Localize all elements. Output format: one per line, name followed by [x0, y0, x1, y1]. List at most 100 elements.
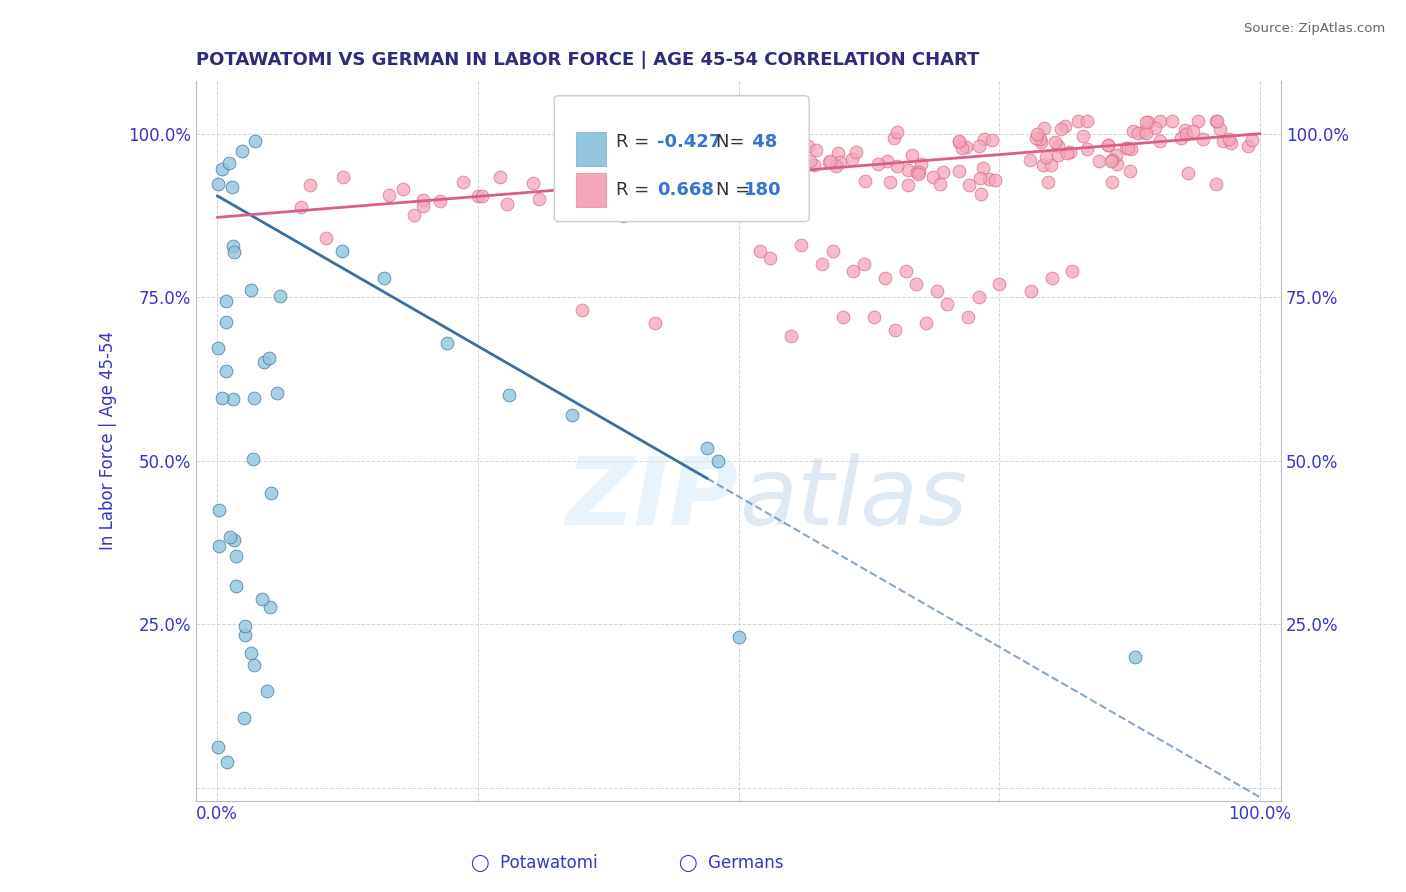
Point	[737, 159, 759, 173]
Point	[928, 178, 950, 192]
Point	[1101, 153, 1123, 168]
Point	[818, 153, 841, 168]
Point	[1105, 157, 1128, 171]
Point	[489, 170, 512, 185]
Point	[1026, 128, 1049, 142]
Point	[967, 290, 990, 304]
Point	[1088, 154, 1111, 169]
Point	[853, 174, 876, 188]
Point	[373, 270, 395, 285]
Point	[522, 176, 544, 190]
Point	[672, 183, 695, 197]
Point	[233, 711, 256, 725]
Point	[208, 539, 231, 553]
Point	[571, 303, 593, 318]
Point	[1067, 113, 1090, 128]
Point	[936, 296, 959, 310]
Point	[225, 549, 247, 563]
Point	[734, 183, 756, 197]
Text: N=: N=	[716, 133, 751, 151]
Text: R =: R =	[616, 181, 661, 199]
Point	[1032, 158, 1054, 172]
Point	[218, 530, 240, 544]
Point	[886, 159, 908, 173]
Point	[1177, 166, 1199, 180]
Point	[1019, 153, 1042, 167]
Point	[595, 189, 617, 203]
Point	[733, 169, 755, 183]
Point	[734, 189, 756, 203]
Point	[576, 205, 599, 219]
Point	[260, 485, 283, 500]
Point	[863, 310, 886, 324]
Text: POTAWATOMI VS GERMAN IN LABOR FORCE | AGE 45-54 CORRELATION CHART: POTAWATOMI VS GERMAN IN LABOR FORCE | AG…	[197, 51, 980, 69]
Point	[873, 270, 896, 285]
FancyBboxPatch shape	[554, 95, 808, 221]
Text: Source: ZipAtlas.com: Source: ZipAtlas.com	[1244, 22, 1385, 36]
Point	[817, 154, 839, 169]
Point	[827, 145, 849, 160]
Point	[1099, 153, 1122, 168]
Text: ◯  Germans: ◯ Germans	[679, 855, 783, 872]
Point	[619, 175, 641, 189]
Point	[218, 156, 240, 170]
Point	[1032, 120, 1054, 135]
Point	[392, 181, 415, 195]
Point	[915, 316, 938, 330]
Point	[977, 171, 1000, 186]
Point	[932, 165, 955, 179]
Text: N =: N =	[716, 181, 751, 199]
Point	[1101, 175, 1123, 189]
Point	[215, 364, 238, 378]
Point	[673, 163, 696, 178]
Point	[217, 755, 239, 769]
Point	[897, 178, 920, 193]
Text: ZIP: ZIP	[565, 452, 738, 544]
Point	[253, 355, 276, 369]
Point	[1047, 139, 1070, 153]
Point	[266, 385, 288, 400]
Point	[207, 341, 229, 355]
Point	[749, 170, 772, 185]
Point	[1143, 121, 1166, 136]
Point	[695, 178, 717, 192]
Point	[644, 316, 666, 330]
Point	[825, 159, 848, 173]
Point	[269, 289, 291, 303]
Point	[1205, 113, 1227, 128]
Point	[243, 134, 266, 148]
Point	[1035, 150, 1057, 164]
Point	[661, 167, 683, 181]
Point	[1097, 138, 1119, 153]
Point	[1025, 130, 1047, 145]
Point	[723, 192, 745, 206]
Point	[332, 169, 354, 184]
Point	[1105, 147, 1128, 161]
Point	[832, 310, 855, 324]
Point	[451, 175, 474, 189]
Point	[567, 176, 589, 190]
Point	[841, 152, 863, 166]
Point	[1121, 142, 1143, 156]
Point	[412, 199, 434, 213]
Point	[257, 351, 280, 366]
Point	[842, 264, 865, 278]
Point	[211, 161, 233, 176]
Point	[561, 408, 583, 422]
Point	[1187, 113, 1209, 128]
Text: atlas: atlas	[738, 453, 967, 544]
Point	[222, 245, 245, 260]
Point	[894, 264, 917, 278]
Point	[901, 147, 924, 161]
Point	[828, 155, 851, 169]
Point	[910, 157, 932, 171]
Point	[1175, 127, 1198, 141]
Point	[239, 283, 262, 297]
Point	[1029, 136, 1052, 150]
Text: 48: 48	[747, 133, 778, 151]
Point	[779, 329, 801, 343]
Point	[710, 176, 733, 190]
Point	[772, 169, 794, 184]
Point	[242, 452, 264, 467]
Point	[467, 189, 489, 203]
